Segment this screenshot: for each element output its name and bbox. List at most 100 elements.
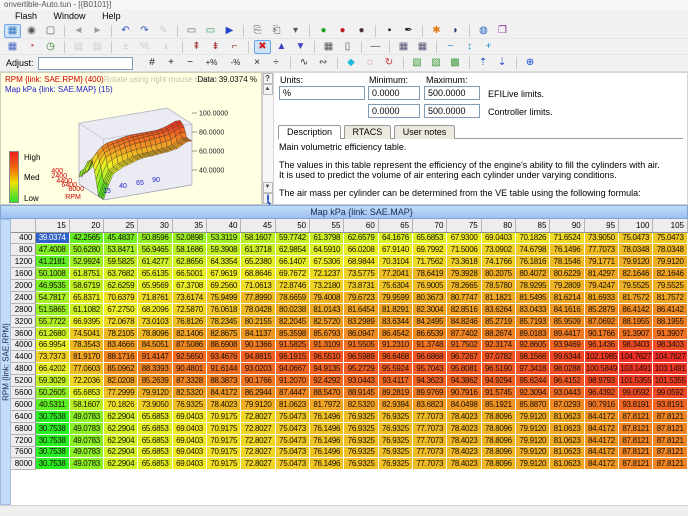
ve-cell[interactable]: 71.8761 — [138, 291, 172, 303]
ve-cell[interactable]: 82.5320 — [344, 398, 378, 410]
select-outline-icon[interactable]: ◌ — [362, 56, 379, 70]
ve-cell[interactable]: 69.0403 — [172, 458, 206, 470]
ve-cell[interactable]: 82.3004 — [413, 303, 447, 315]
ve-cell[interactable]: 86.0947 — [344, 327, 378, 339]
ve-cell[interactable]: 78.4023 — [447, 458, 481, 470]
ve-cell[interactable]: 82.2045 — [275, 315, 309, 327]
scroll-up-icon[interactable]: ▲ — [263, 84, 273, 95]
row-header-4800[interactable]: 4800 — [11, 363, 35, 375]
controller-min-field[interactable]: 0.0000 — [368, 104, 420, 118]
row-header-4400[interactable]: 4400 — [11, 351, 35, 363]
ve-cell[interactable]: 76.9325 — [378, 458, 412, 470]
ve-cell[interactable]: 91.2070 — [275, 375, 309, 387]
ve-cell[interactable]: 91.3748 — [413, 339, 447, 351]
ve-cell[interactable]: 70.6379 — [104, 291, 138, 303]
help-button[interactable]: ? — [263, 73, 273, 84]
ve-cell[interactable]: 62.2904 — [104, 410, 138, 422]
ve-cell[interactable]: 62.6259 — [104, 280, 138, 292]
ve-cell[interactable]: 82.1646 — [653, 268, 688, 280]
ve-cell[interactable]: 81.0143 — [310, 303, 344, 315]
row-header-2000[interactable]: 2000 — [11, 280, 35, 292]
ve-cell[interactable]: 101.5355 — [653, 375, 688, 387]
ve-cell[interactable]: 77.0603 — [69, 363, 103, 375]
ve-cell[interactable]: 63.7682 — [104, 268, 138, 280]
ve-cell[interactable]: 96.4392 — [584, 387, 618, 399]
ve-cell[interactable]: 91.3109 — [310, 339, 344, 351]
ve-cell[interactable]: 87.7402 — [447, 327, 481, 339]
tab-description[interactable]: Description — [278, 125, 341, 139]
ve-cell[interactable]: 86.4142 — [619, 303, 653, 315]
ve-cell[interactable]: 41.2181 — [35, 256, 69, 268]
ve-cell[interactable]: 79.9120 — [653, 256, 688, 268]
ve-cell[interactable]: 79.5525 — [653, 280, 688, 292]
tuning-tree-icon[interactable]: ▦ — [4, 24, 21, 38]
ve-cell[interactable]: 76.9325 — [378, 410, 412, 422]
ve-cell[interactable]: 84.8246 — [447, 315, 481, 327]
add-percent-icon[interactable]: +% — [201, 56, 223, 70]
ve-cell[interactable]: 79.9120 — [516, 458, 550, 470]
ve-cell[interactable]: 82.1646 — [619, 268, 653, 280]
ve-cell[interactable]: 81.6214 — [550, 291, 584, 303]
ve-cell[interactable]: 87.8121 — [653, 458, 688, 470]
undo-icon[interactable]: ↶ — [117, 24, 134, 38]
row-header-3200[interactable]: 3200 — [11, 315, 35, 327]
ve-cell[interactable]: 88.1955 — [619, 315, 653, 327]
ve-cell[interactable]: 72.0678 — [104, 315, 138, 327]
ve-cell[interactable]: 85.7193 — [516, 315, 550, 327]
ve-cell[interactable]: 62.2904 — [104, 422, 138, 434]
ve-cell[interactable]: 79.4008 — [310, 291, 344, 303]
pen-icon[interactable]: ✒ — [400, 24, 417, 38]
row-header-6000[interactable]: 6000 — [11, 398, 35, 410]
decrease-precision-icon[interactable]: ⇣ — [494, 56, 511, 70]
marker-dark-icon[interactable]: ● — [353, 24, 370, 38]
ve-cell[interactable]: 96.6468 — [378, 351, 412, 363]
ve-cell[interactable]: 84.1137 — [241, 327, 275, 339]
ve-cell[interactable]: 72.8027 — [241, 446, 275, 458]
ve-cell[interactable]: 84.4172 — [584, 434, 618, 446]
ve-cell[interactable]: 79.9120 — [619, 256, 653, 268]
ve-cell[interactable]: 94.8815 — [241, 351, 275, 363]
copy-icon[interactable]: ⎘ — [249, 24, 266, 38]
ve-cell[interactable]: 87.8121 — [653, 410, 688, 422]
ve-cell[interactable]: 76.9325 — [344, 446, 378, 458]
ve-cell[interactable]: 78.4023 — [447, 446, 481, 458]
ve-cell[interactable]: 93.4117 — [378, 375, 412, 387]
row-header-2800[interactable]: 2800 — [11, 303, 35, 315]
ve-cell[interactable]: 73.9050 — [584, 232, 618, 244]
ve-cell[interactable]: 72.8027 — [241, 434, 275, 446]
ve-cell[interactable]: 84.1616 — [550, 303, 584, 315]
grid-map-icon[interactable]: ▦ — [4, 40, 21, 54]
ve-cell[interactable]: 76.1496 — [310, 458, 344, 470]
ve-cell[interactable]: 87.3328 — [172, 375, 206, 387]
ve-cell[interactable]: 78.8096 — [138, 327, 172, 339]
ve-cell[interactable]: 78.5780 — [481, 280, 515, 292]
ve-cell[interactable]: 55.7722 — [35, 315, 69, 327]
ve-cell[interactable]: 73.0902 — [481, 244, 515, 256]
ve-cell[interactable]: 96.1915 — [275, 351, 309, 363]
ve-cell[interactable]: 87.0692 — [584, 315, 618, 327]
ve-cell[interactable]: 79.6723 — [344, 291, 378, 303]
units-field[interactable]: % — [279, 86, 365, 100]
col-header-85[interactable]: 85 — [516, 219, 550, 232]
ve-cell[interactable]: 99.6344 — [550, 351, 584, 363]
ve-cell[interactable]: 87.5086 — [172, 339, 206, 351]
ve-cell[interactable]: 78.3543 — [69, 339, 103, 351]
adjust-input[interactable] — [38, 57, 133, 70]
hand-icon[interactable]: ✱ — [428, 24, 445, 38]
ve-cell[interactable]: 82.5320 — [172, 387, 206, 399]
ve-cell[interactable]: 70.9175 — [207, 434, 241, 446]
ve-cell[interactable]: 85.6793 — [310, 327, 344, 339]
nav-back-icon[interactable]: ◄ — [70, 24, 87, 38]
select-cells-icon[interactable]: ▭ — [202, 24, 219, 38]
ve-cell[interactable]: 76.9005 — [413, 280, 447, 292]
ve-cell[interactable]: 96.4152 — [550, 375, 584, 387]
ve-cell[interactable]: 76.9325 — [378, 422, 412, 434]
flag-up-icon[interactable]: ▲ — [273, 40, 290, 54]
ve-cell[interactable]: 49.0783 — [69, 410, 103, 422]
ve-cell[interactable]: 93.4676 — [207, 351, 241, 363]
select-region-icon[interactable]: ▭ — [183, 24, 200, 38]
ve-cell[interactable]: 99.0592 — [619, 387, 653, 399]
row-header-3600[interactable]: 3600 — [11, 327, 35, 339]
menu-flash[interactable]: Flash — [8, 10, 44, 23]
ve-cell[interactable]: 78.8096 — [481, 458, 515, 470]
